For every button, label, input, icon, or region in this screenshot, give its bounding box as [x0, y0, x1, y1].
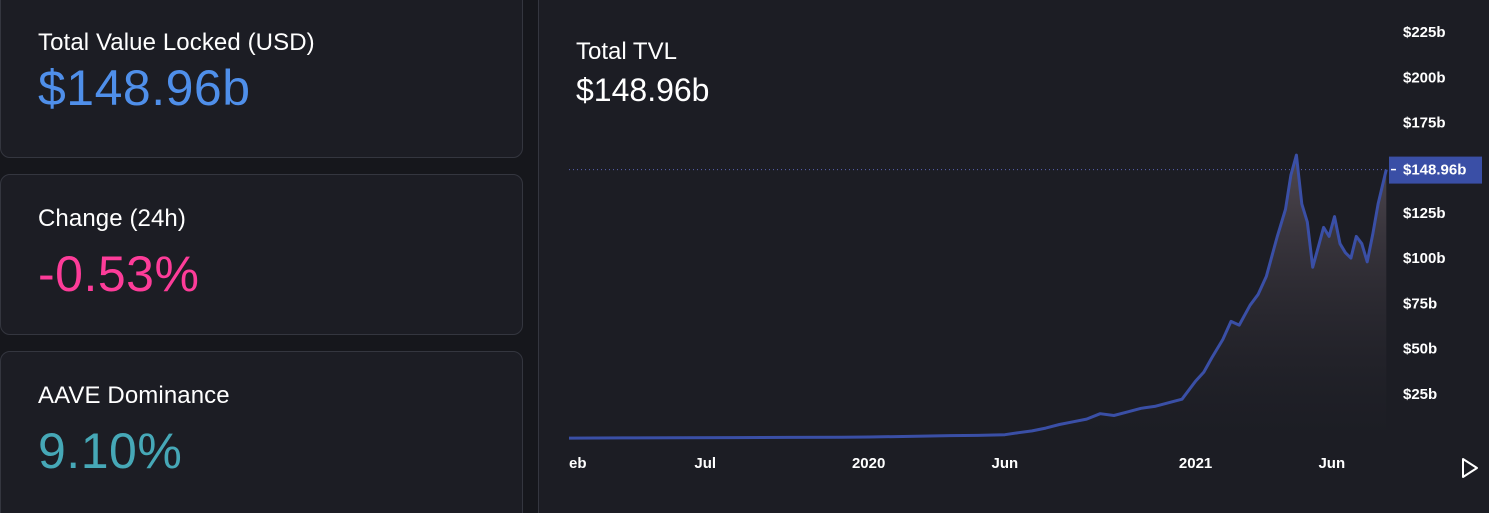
tvl-area	[569, 155, 1387, 439]
x-tick-label: 2020	[852, 455, 885, 472]
y-tick-label: $25b	[1403, 386, 1437, 403]
chart-value: $148.96b	[576, 72, 710, 108]
current-value-badge	[1389, 156, 1482, 184]
change-value: -0.53%	[38, 246, 200, 302]
tvl-label: Total Value Locked (USD)	[38, 29, 315, 56]
y-tick-label: $175b	[1403, 115, 1446, 132]
x-tick-label: Jul	[694, 455, 716, 472]
chart-title: Total TVL	[576, 38, 677, 65]
current-value-label: $148.96b	[1403, 162, 1466, 179]
y-tick-label: $125b	[1403, 205, 1446, 222]
tvl-value: $148.96b	[38, 60, 251, 116]
y-tick-label: $200b	[1403, 69, 1446, 86]
y-tick-label: $100b	[1403, 250, 1446, 267]
x-tick-label: 2021	[1179, 455, 1212, 472]
y-tick-label: $75b	[1403, 295, 1437, 312]
change-card: Change (24h) -0.53%	[0, 174, 523, 335]
dominance-value: 9.10%	[38, 423, 183, 479]
dominance-card: AAVE Dominance 9.10%	[0, 351, 523, 513]
x-tick-label: Jun	[1318, 455, 1345, 472]
x-tick-label: eb	[569, 455, 587, 472]
tvl-series-line	[568, 153, 1388, 440]
x-tick-label: Jun	[992, 455, 1019, 472]
play-icon[interactable]	[1462, 458, 1478, 478]
dominance-label: AAVE Dominance	[38, 382, 230, 409]
y-tick-label: $225b	[1403, 24, 1446, 41]
y-tick-label: $50b	[1403, 341, 1437, 358]
tvl-card: Total Value Locked (USD) $148.96b	[0, 0, 523, 158]
change-label: Change (24h)	[38, 205, 186, 232]
